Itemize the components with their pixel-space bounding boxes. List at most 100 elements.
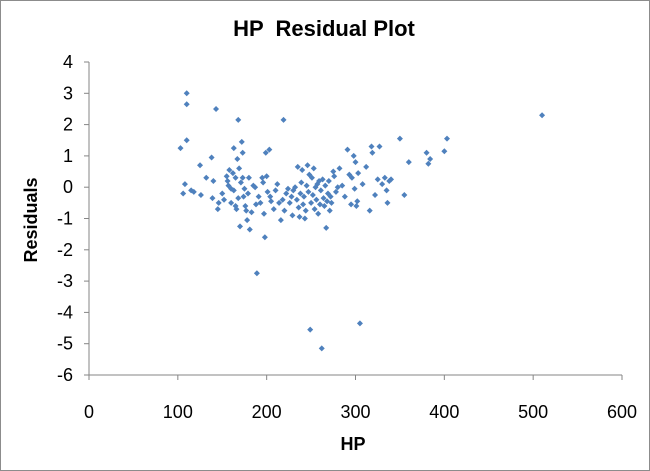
data-point bbox=[272, 187, 279, 194]
data-point bbox=[260, 179, 267, 186]
x-axis-title: HP bbox=[340, 434, 365, 454]
data-point bbox=[352, 159, 359, 166]
data-point bbox=[190, 188, 197, 195]
data-point bbox=[289, 212, 296, 219]
data-point bbox=[253, 201, 260, 208]
data-point bbox=[353, 202, 360, 209]
data-point bbox=[268, 198, 275, 205]
x-tick-labels: 0 100 200 300 400 500 600 bbox=[84, 402, 637, 422]
data-point bbox=[197, 192, 204, 199]
data-point bbox=[303, 182, 310, 189]
data-point bbox=[241, 185, 248, 192]
data-point bbox=[286, 199, 293, 206]
data-point bbox=[304, 162, 311, 169]
data-point bbox=[301, 215, 308, 222]
y-tick-label: 4 bbox=[63, 52, 73, 72]
data-point bbox=[341, 193, 348, 200]
data-point bbox=[405, 159, 412, 166]
data-point bbox=[239, 174, 246, 181]
data-point bbox=[224, 177, 231, 184]
data-point bbox=[334, 184, 341, 191]
x-tick-label: 100 bbox=[163, 402, 193, 422]
data-point bbox=[325, 177, 332, 184]
data-point bbox=[368, 143, 375, 150]
data-point bbox=[236, 165, 243, 172]
data-point bbox=[245, 190, 252, 197]
data-point bbox=[294, 163, 301, 170]
data-point bbox=[401, 192, 408, 199]
data-point bbox=[246, 226, 253, 233]
data-point bbox=[250, 182, 257, 189]
data-point bbox=[237, 179, 244, 186]
data-point bbox=[208, 154, 215, 161]
data-point bbox=[270, 206, 277, 213]
data-point bbox=[441, 148, 448, 155]
data-point bbox=[317, 187, 324, 194]
data-point bbox=[369, 149, 376, 156]
data-point bbox=[423, 149, 430, 156]
data-point bbox=[180, 190, 187, 197]
data-point bbox=[280, 116, 287, 123]
data-point bbox=[308, 199, 315, 206]
data-point bbox=[356, 320, 363, 327]
data-point bbox=[379, 181, 386, 188]
data-point bbox=[297, 190, 304, 197]
data-point bbox=[310, 165, 317, 172]
y-tick-label: 1 bbox=[63, 146, 73, 166]
x-tick-label: 600 bbox=[607, 402, 637, 422]
data-point bbox=[277, 217, 284, 224]
y-tick-label: -6 bbox=[57, 365, 73, 385]
data-point bbox=[267, 193, 274, 200]
data-point bbox=[295, 204, 302, 211]
data-point bbox=[372, 192, 379, 199]
data-point bbox=[237, 223, 244, 230]
data-point bbox=[308, 174, 315, 181]
data-point bbox=[242, 202, 249, 209]
data-point bbox=[309, 192, 316, 199]
data-point bbox=[197, 162, 204, 169]
data-point bbox=[230, 145, 237, 152]
data-point bbox=[539, 112, 546, 119]
y-axis-title: Residuals bbox=[21, 177, 41, 262]
data-point bbox=[374, 176, 381, 183]
data-point bbox=[332, 188, 339, 195]
data-point bbox=[203, 174, 210, 181]
data-point bbox=[245, 174, 252, 181]
data-point bbox=[229, 170, 236, 177]
data-point bbox=[300, 201, 307, 208]
data-point bbox=[233, 206, 240, 213]
data-point bbox=[262, 149, 269, 156]
data-point bbox=[181, 181, 188, 188]
data-point bbox=[257, 199, 264, 206]
data-point bbox=[266, 146, 273, 153]
data-point bbox=[383, 187, 390, 194]
y-tick-label: -2 bbox=[57, 240, 73, 260]
data-point bbox=[425, 160, 432, 167]
x-tick-label: 400 bbox=[429, 402, 459, 422]
data-point bbox=[298, 179, 305, 186]
data-point bbox=[366, 207, 373, 214]
data-point bbox=[331, 173, 338, 180]
data-point bbox=[313, 196, 320, 203]
data-point bbox=[213, 105, 220, 112]
data-point bbox=[322, 182, 329, 189]
data-point bbox=[228, 199, 235, 206]
data-point bbox=[324, 198, 331, 205]
data-point bbox=[183, 90, 190, 97]
data-point bbox=[177, 145, 184, 152]
data-point bbox=[183, 137, 190, 144]
data-point bbox=[320, 195, 327, 202]
data-point bbox=[305, 188, 312, 195]
data-point bbox=[381, 174, 388, 181]
data-point bbox=[359, 181, 366, 188]
data-point bbox=[427, 156, 434, 163]
data-point bbox=[279, 196, 286, 203]
data-point bbox=[300, 193, 307, 200]
data-point bbox=[253, 270, 260, 277]
data-point bbox=[344, 146, 351, 153]
chart-title: HP Residual Plot bbox=[233, 16, 415, 41]
data-point bbox=[316, 201, 323, 208]
data-point bbox=[240, 193, 247, 200]
data-point bbox=[226, 166, 233, 173]
